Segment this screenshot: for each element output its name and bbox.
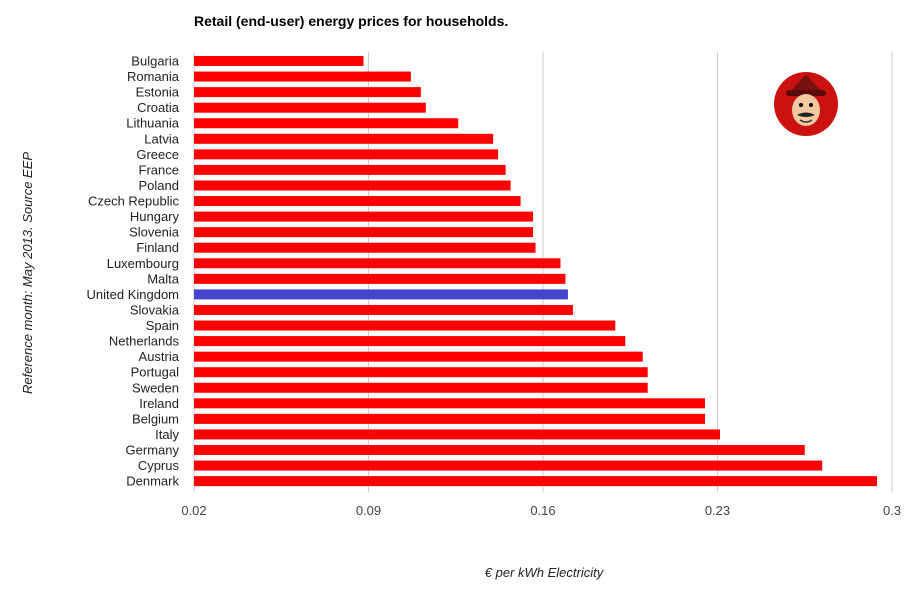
category-label: Greece [136,147,179,162]
x-tick-labels: 0.02 0.09 0.16 0.23 0.3 [181,503,901,518]
category-label: Bulgaria [131,54,179,69]
category-label: France [139,162,179,177]
bar [194,149,499,160]
category-label: Italy [155,427,179,442]
bar [194,320,616,331]
bar [194,460,823,471]
category-label: Cyprus [138,458,180,473]
bar [194,445,805,455]
x-tick-label: 0.23 [705,503,730,518]
bar [194,164,506,175]
category-label: Belgium [132,411,179,426]
bar [194,351,643,362]
category-label: Austria [139,349,180,364]
category-label: Poland [139,178,179,193]
bar [194,289,568,300]
bar [194,227,534,238]
bars [194,56,878,487]
bar [194,258,561,269]
bar [194,118,459,129]
bar [194,304,573,315]
category-label: Finland [136,240,179,255]
category-label: Netherlands [109,334,180,349]
bar [194,242,536,253]
x-axis-label: € per kWh Electricity [485,565,605,580]
bar [194,398,706,409]
category-label: Sweden [132,380,179,395]
bar [194,196,521,207]
bar [194,87,421,98]
category-label: United Kingdom [87,287,180,302]
category-label: Czech Republic [88,194,180,209]
bar [194,336,626,347]
mascot-logo [774,72,838,136]
bar [194,413,706,424]
bar [194,429,720,440]
x-tick-label: 0.02 [181,503,206,518]
category-label: Germany [126,443,180,458]
category-label: Croatia [137,100,180,115]
bar [194,476,878,487]
category-label: Denmark [126,474,179,489]
category-label: Malta [147,271,180,286]
category-label: Luxembourg [107,256,179,271]
category-label: Latvia [144,131,179,146]
category-label: Lithuania [126,116,180,131]
bar [194,102,426,113]
bar [194,71,411,82]
x-tick-label: 0.16 [530,503,555,518]
bar [194,133,494,144]
mascot-face-icon [786,74,826,126]
category-label: Romania [127,69,180,84]
bar [194,211,534,222]
bar [194,273,566,284]
bar [194,382,648,393]
x-tick-label: 0.3 [883,503,901,518]
category-label: Portugal [131,365,180,380]
y-axis-label: Reference month: May 2013. Source EEP [20,152,35,394]
category-label: Slovenia [129,225,180,240]
category-label: Spain [146,318,179,333]
category-label: Slovakia [130,302,180,317]
category-label: Hungary [130,209,180,224]
bar [194,180,511,191]
x-tick-label: 0.09 [356,503,381,518]
category-label: Estonia [136,85,180,100]
category-labels: BulgariaRomaniaEstoniaCroatiaLithuaniaLa… [87,54,180,489]
bar [194,367,648,378]
category-label: Ireland [139,396,179,411]
bar [194,56,364,66]
chart-title: Retail (end-user) energy prices for hous… [194,13,508,29]
